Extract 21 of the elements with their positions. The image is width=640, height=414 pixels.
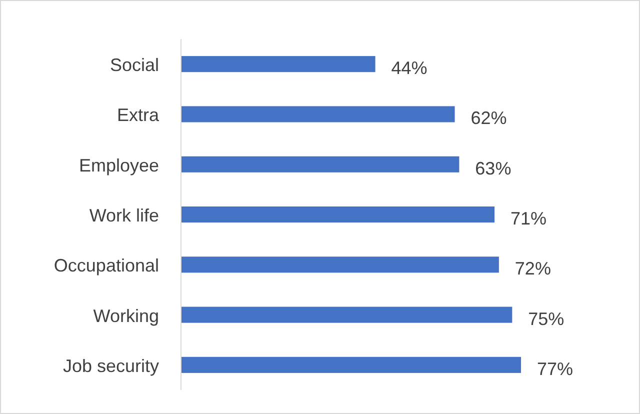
bar bbox=[181, 206, 495, 223]
y-tick-label: Occupational bbox=[54, 256, 159, 276]
bar bbox=[181, 106, 455, 122]
data-label: 63% bbox=[475, 158, 512, 178]
y-tick-label: Work life bbox=[89, 206, 159, 226]
y-tick-label: Social bbox=[110, 55, 159, 76]
y-tick-label: Employee bbox=[78, 155, 159, 176]
data-label: 62% bbox=[470, 108, 507, 128]
bar bbox=[181, 256, 499, 273]
y-tick-label: Working bbox=[93, 306, 159, 326]
data-label: 44% bbox=[391, 58, 428, 78]
bar bbox=[181, 356, 521, 373]
data-label: 72% bbox=[514, 258, 551, 279]
data-label: 71% bbox=[510, 208, 547, 228]
data-label: 75% bbox=[528, 308, 564, 329]
y-tick-label: Job security bbox=[62, 356, 159, 376]
bar bbox=[181, 306, 512, 323]
bar bbox=[181, 56, 376, 72]
data-label: 77% bbox=[537, 358, 574, 379]
y-tick-label: Extra bbox=[116, 105, 160, 126]
bar bbox=[181, 156, 460, 172]
